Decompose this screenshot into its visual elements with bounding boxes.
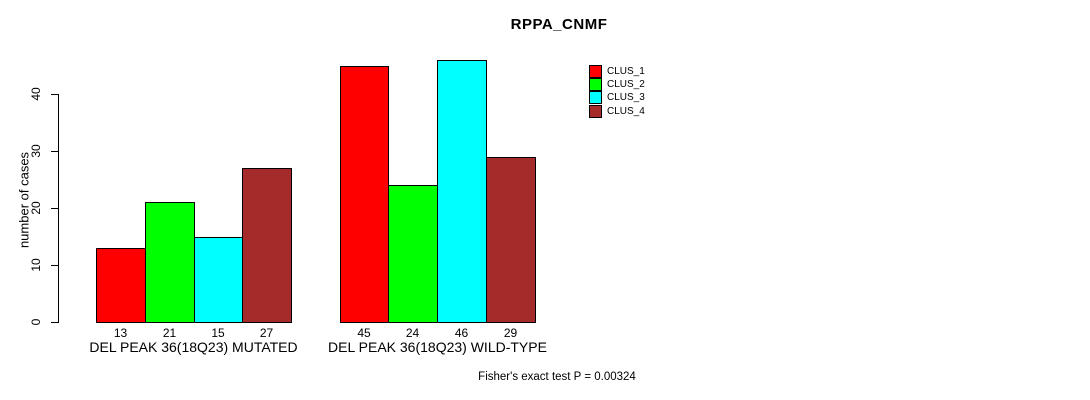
y-tick-label: 20 xyxy=(29,201,43,215)
bar-value-label: 15 xyxy=(211,326,225,340)
legend-label: CLUS_2 xyxy=(607,79,645,91)
y-tick xyxy=(51,208,59,209)
bar-clus_3-group2 xyxy=(437,60,487,323)
bar-value-label: 45 xyxy=(357,326,371,340)
bar-clus_3-group1 xyxy=(194,237,243,323)
y-tick xyxy=(51,151,59,152)
chart-title: RPPA_CNMF xyxy=(510,16,608,33)
legend-label: CLUS_1 xyxy=(607,66,645,78)
y-tick-label: 0 xyxy=(29,318,43,326)
legend-label: CLUS_3 xyxy=(607,92,645,104)
y-tick xyxy=(51,265,59,266)
y-axis-label: number of cases xyxy=(16,151,32,249)
group-label: DEL PEAK 36(18Q23) MUTATED xyxy=(89,339,298,355)
legend-row: CLUS_2 xyxy=(589,78,645,92)
bar-value-label: 13 xyxy=(113,326,128,340)
legend-swatch-clus_4 xyxy=(589,104,602,118)
y-tick-label: 40 xyxy=(29,87,43,101)
bar-clus_2-group1 xyxy=(145,202,195,323)
y-tick-label: 10 xyxy=(29,258,43,272)
legend-swatch-clus_3 xyxy=(589,91,602,105)
y-tick xyxy=(51,94,59,95)
legend-row: CLUS_4 xyxy=(589,104,645,118)
legend-row: CLUS_1 xyxy=(589,65,645,79)
bar-clus_4-group2 xyxy=(486,157,536,323)
bar-clus_2-group2 xyxy=(388,185,438,323)
bar-value-label: 21 xyxy=(162,326,177,340)
bar-clus_1-group2 xyxy=(340,66,389,323)
y-tick xyxy=(51,322,59,323)
bar-clus_4-group1 xyxy=(242,168,292,323)
y-tick-label: 30 xyxy=(29,144,43,158)
bar-value-label: 27 xyxy=(259,326,274,340)
legend-swatch-clus_2 xyxy=(589,78,602,92)
legend-row: CLUS_3 xyxy=(589,91,645,105)
annotation-text: Fisher's exact test P = 0.00324 xyxy=(478,371,636,383)
bar-value-label: 24 xyxy=(405,326,420,340)
group-label: DEL PEAK 36(18Q23) WILD-TYPE xyxy=(328,339,547,355)
legend: CLUS_1 CLUS_2 CLUS_3 CLUS_4 xyxy=(589,65,645,118)
bar-value-label: 29 xyxy=(503,326,518,340)
bar-clus_1-group1 xyxy=(96,248,146,323)
legend-swatch-clus_1 xyxy=(589,65,602,79)
legend-label: CLUS_4 xyxy=(607,105,645,117)
bar-value-label: 46 xyxy=(454,326,469,340)
